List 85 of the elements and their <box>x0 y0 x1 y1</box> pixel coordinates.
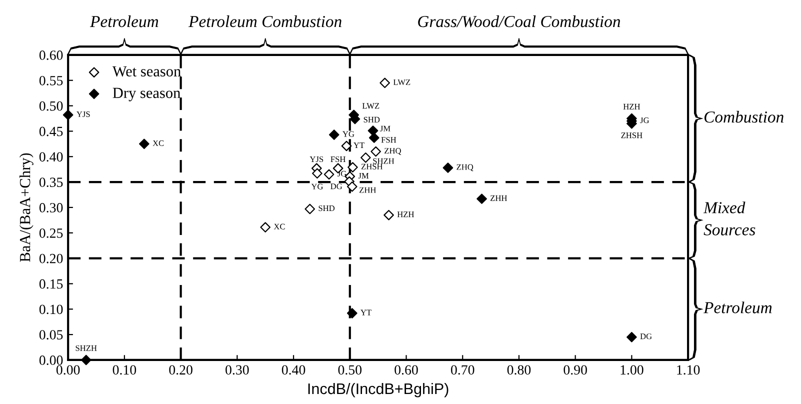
point <box>346 181 358 192</box>
annotation: JG <box>640 118 650 124</box>
y-tick-label: 0.55 <box>39 76 63 86</box>
point <box>328 130 340 140</box>
text: Mixed Sources <box>703 202 756 236</box>
point <box>62 110 74 120</box>
annotation: ZHSH <box>361 164 383 170</box>
annotation: ZHQ <box>384 148 402 155</box>
y-tick-label: 0.05 <box>39 330 63 340</box>
text: Grass/Wood/Coal Combustion <box>418 15 620 28</box>
x-tick-label: 1.00 <box>620 365 644 375</box>
annotation: JM <box>358 172 369 179</box>
x-tick-label: 0.40 <box>282 365 306 375</box>
annotation: ZHH <box>359 187 376 193</box>
y-tick-label: 0.30 <box>39 203 63 212</box>
x-axis-title: IncdB/(IncdB+BghiP) <box>308 382 448 398</box>
annotation: JM <box>380 126 390 132</box>
annotation: SHZH <box>373 158 394 164</box>
annotation: SHZH <box>76 345 97 351</box>
y-tick-label: 0.10 <box>39 304 63 314</box>
annotation: ZHQ <box>456 164 474 172</box>
annotation: ZHH <box>490 195 507 201</box>
text: Petroleum <box>703 302 772 314</box>
x-tick-label: 0.60 <box>394 365 418 375</box>
x-tick-label: 0.50 <box>338 365 362 375</box>
annotation: YG <box>342 131 354 137</box>
y-tick-label: 0.25 <box>39 228 63 238</box>
point <box>626 332 637 342</box>
text: Petroleum <box>90 15 158 28</box>
y-tick-label: 0.45 <box>39 126 63 136</box>
y-tick-label: 0.50 <box>39 101 63 111</box>
annotation: HZH <box>623 104 640 110</box>
point <box>260 222 271 232</box>
x-tick-label: 0.70 <box>450 365 474 375</box>
y-tick-label: 0.60 <box>39 50 63 60</box>
text: Petroleum Combustion <box>188 15 342 28</box>
annotation: DG <box>330 184 342 190</box>
annotation: LWZ <box>393 79 410 86</box>
x-tick-label: 0.90 <box>564 365 587 375</box>
point <box>384 210 394 220</box>
y-tick-label: 0.20 <box>39 254 63 264</box>
annotation: YT <box>354 142 364 148</box>
point <box>348 162 358 172</box>
legend-label: Dry season <box>112 88 180 102</box>
x-tick-label: 0.00 <box>56 365 80 375</box>
annotation: HZH <box>397 212 414 218</box>
point <box>346 308 358 318</box>
point <box>368 132 380 143</box>
annotation: FSH <box>330 156 346 162</box>
annotation: SHD <box>318 205 335 212</box>
x-tick-label: 0.80 <box>507 365 531 375</box>
annotation: YJS <box>310 156 324 162</box>
annotation: LWZ <box>362 103 380 109</box>
legend-label: Wet season <box>112 66 181 77</box>
annotation: ZHSH <box>621 132 642 138</box>
point <box>370 146 381 157</box>
annotation: XC <box>152 140 164 146</box>
y-axis-title: BaA/(BaA+Chry) <box>19 153 34 262</box>
text: Combustion <box>704 110 784 123</box>
y-tick-label: 0.00 <box>39 356 63 365</box>
point <box>476 194 487 204</box>
point <box>324 169 334 180</box>
point <box>442 162 454 173</box>
point <box>368 126 378 136</box>
point <box>139 138 150 150</box>
annotation: YG <box>311 184 323 190</box>
annotation: XC <box>274 224 285 230</box>
y-tick-label: 0.40 <box>39 152 63 162</box>
annotation: YT <box>360 310 372 316</box>
y-tick-label: 0.15 <box>39 279 63 289</box>
point <box>360 152 371 163</box>
x-tick-label: 0.30 <box>226 365 249 375</box>
y-tick-label: 0.35 <box>39 178 63 188</box>
point <box>341 140 352 152</box>
annotation: DG <box>640 334 652 340</box>
annotation: SHD <box>364 116 380 122</box>
point <box>304 204 316 214</box>
x-tick-label: 0.10 <box>112 365 136 375</box>
point <box>380 78 390 88</box>
x-tick-label: 1.10 <box>677 365 700 375</box>
x-tick-label: 0.20 <box>169 365 192 375</box>
annotation: FSH <box>381 137 396 143</box>
point <box>80 354 92 366</box>
point <box>312 168 322 179</box>
annotation: YJS <box>76 111 90 118</box>
